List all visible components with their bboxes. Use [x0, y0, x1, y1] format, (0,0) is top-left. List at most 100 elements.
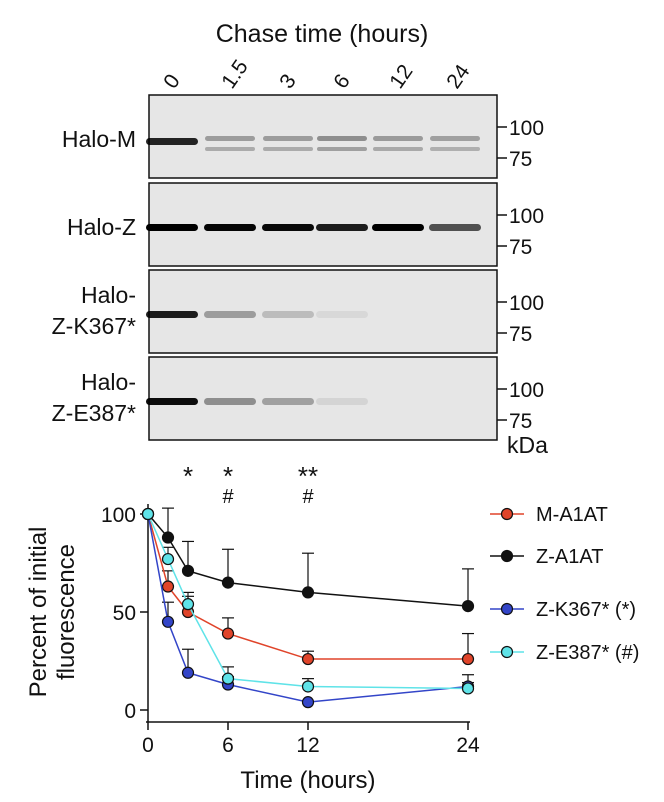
series-line: [147, 513, 468, 660]
legend-marker: [500, 602, 514, 616]
y-tick-label: 50: [113, 602, 136, 625]
band: [263, 136, 313, 141]
band: [429, 224, 481, 231]
western-blot: 0 1.5 3 6 12 24 Halo-M 100 75 Halo-Z 100 75 Halo- Z-K…: [52, 56, 548, 458]
x-tick-label: 24: [456, 734, 480, 757]
chase-time-header: Chase time (hours): [216, 20, 429, 48]
marker-label: 75: [509, 323, 532, 346]
marker-label: 75: [509, 148, 532, 171]
data-point: [221, 672, 235, 685]
kda-label: kDa: [507, 432, 548, 458]
band: [146, 138, 198, 145]
marker-label: 75: [509, 236, 532, 259]
data-point: [181, 564, 195, 577]
band: [373, 136, 423, 141]
legend-marker: [500, 507, 514, 521]
marker-label: 100: [509, 292, 544, 315]
band: [146, 224, 198, 231]
band: [262, 224, 314, 231]
marker-label: 75: [509, 410, 532, 433]
data-point: [221, 576, 235, 589]
blot-panel: Halo- Z-E387* 100 75: [52, 356, 544, 441]
data-point: [221, 627, 235, 640]
data-point: [161, 531, 175, 544]
significance-mark: #: [302, 486, 314, 508]
significance-mark: *: [183, 461, 193, 491]
lane-label: 24: [442, 60, 474, 93]
data-point: [161, 580, 175, 593]
band: [205, 147, 255, 151]
x-axis-label: Time (hours): [240, 767, 375, 794]
band: [205, 136, 255, 141]
lane-label: 0: [159, 70, 185, 93]
blot-panel: Halo-Z 100 75: [67, 182, 544, 267]
lane-label: 6: [329, 70, 355, 93]
band: [204, 311, 256, 318]
blot-panel: Halo-M 100 75: [62, 94, 544, 179]
panel-label: Halo-: [81, 369, 136, 395]
series-line: [147, 513, 469, 703]
lane-label: 1.5: [217, 56, 253, 93]
panel-label: Z-K367*: [52, 313, 136, 339]
marker-label: 100: [509, 205, 544, 228]
x-tick-label: 6: [222, 734, 234, 757]
legend-label: Z-E387* (#): [536, 642, 639, 664]
marker-label: 100: [509, 379, 544, 402]
data-point: [141, 507, 155, 521]
band: [430, 147, 480, 151]
band: [317, 147, 367, 151]
data-point: [161, 615, 175, 628]
panel-label: Halo-Z: [67, 214, 136, 240]
error-bars: [162, 570, 474, 660]
significance-mark: *: [223, 461, 233, 491]
data-point: [461, 682, 475, 695]
blot-panel-frame: [148, 94, 498, 179]
error-bars: [162, 546, 474, 689]
data-point: [301, 696, 315, 709]
data-point: [301, 652, 315, 666]
significance-mark: **: [298, 461, 318, 491]
band: [146, 311, 198, 318]
line-plot: 0 50 100 0 6 12 24 Time (hours) Percent of initi…: [25, 461, 639, 794]
data-point: [181, 598, 195, 611]
lane-label: 12: [385, 61, 417, 93]
blot-panel-frame: [148, 269, 498, 354]
band: [430, 136, 480, 141]
legend-item: Z-A1AT: [490, 546, 603, 568]
data-point: [301, 586, 315, 599]
blot-panel-frame: [148, 356, 498, 441]
series-line: [147, 513, 469, 690]
y-axis-label: fluorescence: [53, 544, 80, 680]
y-axis-label: Percent of initial: [25, 527, 52, 698]
band: [316, 398, 368, 405]
blot-panel: Halo- Z-K367* 100 75: [52, 269, 544, 354]
band: [317, 136, 367, 141]
legend-item: Z-K367* (*): [490, 599, 636, 621]
legend-label: M-A1AT: [536, 504, 608, 526]
lane-label: 3: [275, 70, 301, 93]
band: [204, 398, 256, 405]
band: [262, 398, 314, 405]
data-point: [461, 652, 475, 666]
band: [316, 311, 368, 318]
band: [262, 311, 314, 318]
legend-item: Z-E387* (#): [490, 642, 639, 664]
significance-mark: #: [222, 486, 234, 508]
legend-marker: [500, 549, 514, 563]
y-tick-label: 0: [124, 700, 136, 723]
legend-marker: [500, 645, 514, 659]
legend-label: Z-A1AT: [536, 546, 603, 568]
band: [373, 147, 423, 151]
band: [146, 398, 198, 405]
data-point: [161, 552, 175, 566]
x-tick-label: 0: [142, 734, 154, 757]
series-3: [141, 507, 475, 695]
data-point: [181, 666, 195, 679]
legend-item: M-A1AT: [490, 504, 608, 526]
error-bars: [162, 507, 474, 607]
x-tick-label: 12: [296, 734, 319, 757]
panel-label: Z-E387*: [52, 400, 136, 426]
marker-label: 100: [509, 117, 544, 140]
data-point: [461, 600, 475, 613]
